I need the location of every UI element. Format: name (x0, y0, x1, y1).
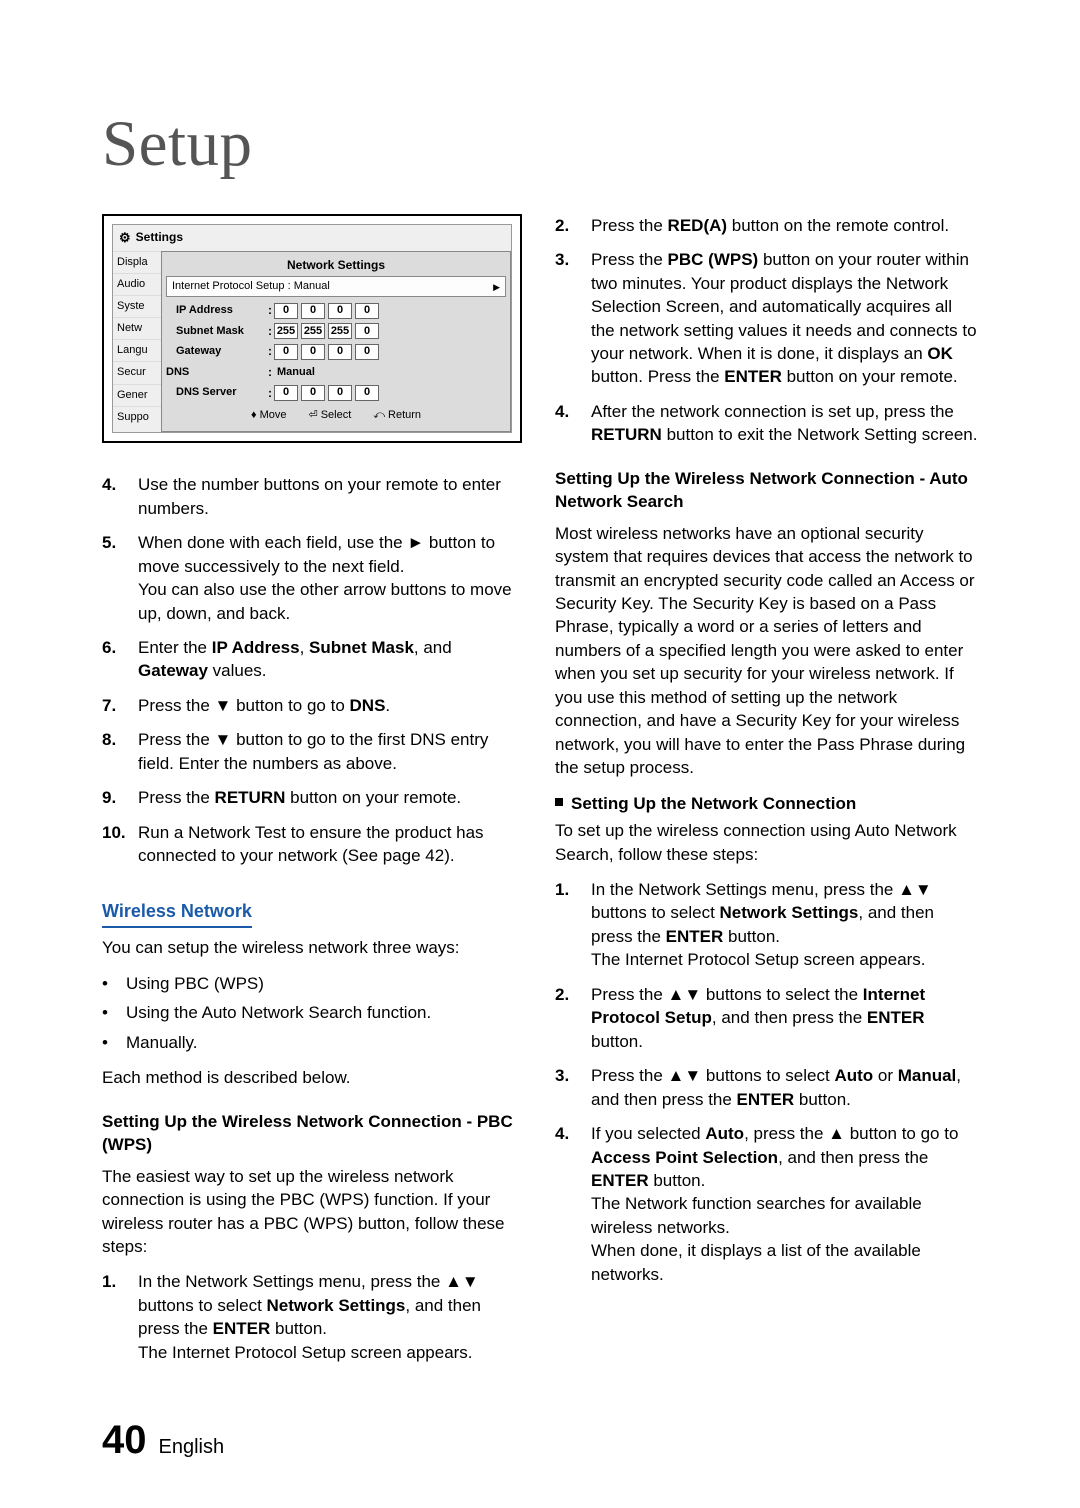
bullet-manual: Manually. (126, 1031, 198, 1054)
dns-server-label: DNS Server (176, 385, 268, 400)
bullet-pbc: Using PBC (WPS) (126, 972, 264, 995)
side-tab[interactable]: Displa (113, 251, 161, 273)
side-tab[interactable]: Langu (113, 339, 161, 361)
side-tabs: Displa Audio Syste Netw Langu Secur Gene… (113, 251, 161, 433)
side-tab[interactable]: Suppo (113, 406, 161, 428)
language-label: English (159, 1434, 225, 1462)
right-step-2: Press the RED(A) button on the remote co… (591, 214, 978, 237)
select-hint: ⏎Select (308, 408, 351, 423)
side-tab[interactable]: Secur (113, 361, 161, 383)
auto-sub-heading: Setting Up the Network Connection (571, 792, 856, 815)
settings-label: Settings (136, 229, 183, 246)
auto-step-4: If you selected Auto, press the ▲ button… (591, 1122, 978, 1286)
step-10: Run a Network Test to ensure the product… (138, 821, 525, 868)
page-number: 40 (102, 1413, 147, 1468)
page-title: Setup (102, 100, 978, 190)
pbc-heading: Setting Up the Wireless Network Connecti… (102, 1110, 525, 1157)
right-step-4: After the network connection is set up, … (591, 400, 978, 447)
subnet-octets[interactable]: 255 255 255 0 (274, 323, 379, 339)
protocol-dropdown[interactable]: Internet Protocol Setup : Manual ▶ (166, 276, 506, 297)
side-tab[interactable]: Audio (113, 273, 161, 295)
auto-heading: Setting Up the Wireless Network Connecti… (555, 467, 978, 514)
auto-step-3: Press the ▲▼ buttons to select Auto or M… (591, 1064, 978, 1111)
side-tab[interactable]: Gener (113, 384, 161, 406)
side-tab[interactable]: Netw (113, 317, 161, 339)
auto-step-1: In the Network Settings menu, press the … (591, 878, 978, 972)
step-6: Enter the IP Address, Subnet Mask, and G… (138, 636, 525, 683)
move-hint: ♦Move (251, 408, 287, 423)
dns-label: DNS (166, 365, 268, 380)
return-hint: ⤺Return (373, 408, 421, 423)
ip-label: IP Address (176, 303, 268, 318)
step-5: When done with each field, use the ► but… (138, 531, 525, 625)
subnet-label: Subnet Mask (176, 324, 268, 339)
chevron-right-icon: ▶ (493, 281, 500, 293)
pbc-intro: The easiest way to set up the wireless n… (102, 1165, 525, 1259)
pbc-step-1: In the Network Settings menu, press the … (138, 1270, 525, 1364)
step-8: Press the ▼ button to go to the first DN… (138, 728, 525, 775)
bullet-auto: Using the Auto Network Search function. (126, 1001, 431, 1024)
step-9: Press the RETURN button on your remote. (138, 786, 525, 809)
settings-panel: ⚙ Settings Displa Audio Syste Netw Langu… (102, 214, 522, 444)
ip-octets[interactable]: 0 0 0 0 (274, 303, 379, 319)
step-4: Use the number buttons on your remote to… (138, 473, 525, 520)
auto-step-2: Press the ▲▼ buttons to select the Inter… (591, 983, 978, 1053)
wireless-outro: Each method is described below. (102, 1066, 525, 1089)
gateway-octets[interactable]: 0 0 0 0 (274, 344, 379, 360)
gateway-label: Gateway (176, 344, 268, 359)
auto-intro: Most wireless networks have an optional … (555, 522, 978, 780)
dns-value: Manual (274, 365, 315, 380)
auto-lead: To set up the wireless connection using … (555, 819, 978, 866)
dns-server-octets[interactable]: 0 0 0 0 (274, 385, 379, 401)
right-step-3: Press the PBC (WPS) button on your route… (591, 248, 978, 389)
square-bullet-icon (555, 798, 563, 806)
side-tab[interactable]: Syste (113, 295, 161, 317)
wireless-intro: You can setup the wireless network three… (102, 936, 525, 959)
gear-icon: ⚙ (119, 229, 131, 247)
dialog-title: Network Settings (166, 254, 506, 277)
step-7: Press the ▼ button to go to DNS. (138, 694, 525, 717)
wireless-heading: Wireless Network (102, 899, 252, 929)
